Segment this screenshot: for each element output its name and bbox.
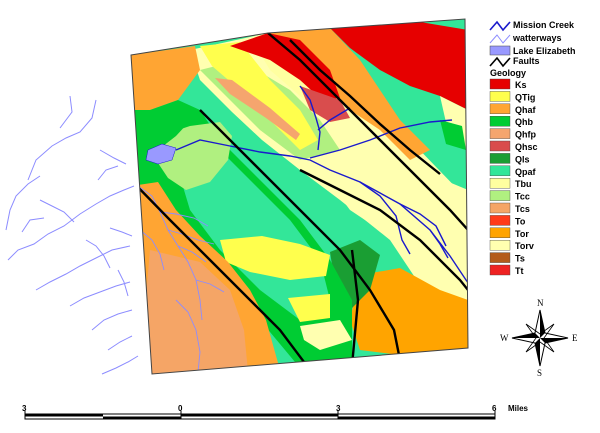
scale-bar: 3 0 3 6 Miles — [22, 404, 529, 420]
inner-waterways — [137, 185, 225, 373]
legend-swatch-to — [489, 215, 511, 226]
faults — [131, 32, 468, 371]
geology-unit-qtig — [200, 42, 318, 150]
legend-swatch-qhfp — [489, 128, 511, 139]
legend-swatch-ts — [489, 252, 511, 263]
geology-unit-torv-3 — [320, 160, 468, 300]
scale-label-6: 6 — [492, 404, 497, 413]
legend-swatch-tt — [489, 264, 511, 276]
map-frame — [130, 18, 469, 375]
legend-label-ks: Ks — [515, 80, 527, 90]
geology-unit-torv-lower — [300, 320, 352, 350]
legend-swatch-qpaf — [489, 165, 511, 177]
scale-label-0: 0 — [178, 404, 183, 413]
legend-label-to: To — [515, 216, 526, 226]
scale-seg-4 — [338, 416, 495, 419]
legend-label-qhsc: Qhsc — [515, 142, 538, 152]
legend-label-qhaf: Qhaf — [515, 105, 537, 115]
scale-seg-2 — [103, 416, 181, 419]
legend-label-tor: Tor — [515, 229, 529, 239]
geology-map-body — [131, 19, 468, 374]
legend-swatch-tcs — [489, 202, 511, 214]
legend-lake: Lake Elizabeth — [513, 46, 576, 56]
legend-geology-title: Geology — [490, 68, 526, 78]
legend-faults: Faults — [513, 56, 540, 66]
scale-label-3-left: 3 — [22, 404, 27, 413]
geology-unit-qhb-left — [131, 100, 200, 160]
faults-symbol — [489, 56, 511, 68]
legend-label-tcc: Tcc — [515, 192, 530, 202]
scale-seg-1 — [25, 414, 103, 417]
lake-symbol — [489, 45, 511, 56]
legend-label-qhb: Qhb — [515, 117, 533, 127]
geology-unit-ks — [230, 33, 340, 100]
geology-unit-tcc-left — [156, 122, 232, 190]
north-arrow: N S E W — [500, 298, 578, 378]
legend-label-qpaf: Qpaf — [515, 167, 537, 177]
geology-unit-qhb-right — [440, 120, 466, 150]
lake-elizabeth — [145, 143, 177, 165]
compass-s: S — [537, 368, 542, 378]
compass-e: E — [572, 333, 578, 343]
compass-diag — [525, 323, 555, 353]
mission-creek — [175, 85, 468, 301]
legend-label-tt: Tt — [515, 266, 524, 276]
legend-label-ts: Ts — [515, 254, 525, 264]
legend-swatch-torv — [489, 239, 511, 251]
legend-swatch-qhb — [489, 115, 511, 127]
legend-label-tbu: Tbu — [515, 179, 532, 189]
legend-swatch-qtig — [489, 91, 511, 102]
legend-swatch-qhaf — [489, 103, 511, 115]
legend-swatch-tbu — [489, 177, 511, 189]
legend-waterways: watterways — [512, 33, 562, 43]
legend-swatch-tcc — [489, 190, 511, 201]
legend-mission-creek: Mission Creek — [513, 20, 575, 30]
geology-unit-list: Ks QTig Qhaf Qhb Qhfp Qhsc Qls Qpaf Tbu Tcc Tcs To T… — [489, 78, 538, 276]
compass-n: N — [537, 298, 544, 308]
legend-label-torv: Torv — [515, 241, 534, 251]
scale-unit: Miles — [508, 404, 529, 413]
legend-label-qtig: QTig — [515, 92, 535, 102]
legend-swatch-qhsc — [489, 140, 511, 152]
legend-label-tcs: Tcs — [515, 204, 530, 214]
outer-waterways — [5, 95, 139, 375]
map-legend: Mission Creek watterways Lake Elizabeth … — [489, 20, 576, 276]
legend-label-qls: Qls — [515, 154, 530, 164]
geology-unit-qtig-lower-2 — [288, 294, 330, 322]
geology-unit-qtig-lower — [220, 236, 330, 280]
legend-swatch-qls — [489, 153, 511, 164]
compass-w: W — [500, 333, 509, 343]
mission-creek-symbol — [489, 20, 511, 32]
geology-unit-tor — [350, 268, 468, 355]
legend-swatch-ks — [489, 78, 511, 90]
geology-unit-qhsc — [300, 86, 350, 122]
legend-swatch-tor — [489, 227, 511, 239]
geology-unit-tcs — [144, 250, 248, 374]
waterways-symbol — [489, 34, 511, 44]
legend-label-qhfp: Qhfp — [515, 130, 536, 140]
geology-unit-qhaf-left — [131, 46, 200, 110]
scale-label-3-right: 3 — [336, 404, 341, 413]
geology-unit-ks-2 — [330, 22, 468, 110]
scale-seg-3 — [181, 414, 338, 417]
geology-unit-qhfp-strip — [215, 78, 300, 140]
